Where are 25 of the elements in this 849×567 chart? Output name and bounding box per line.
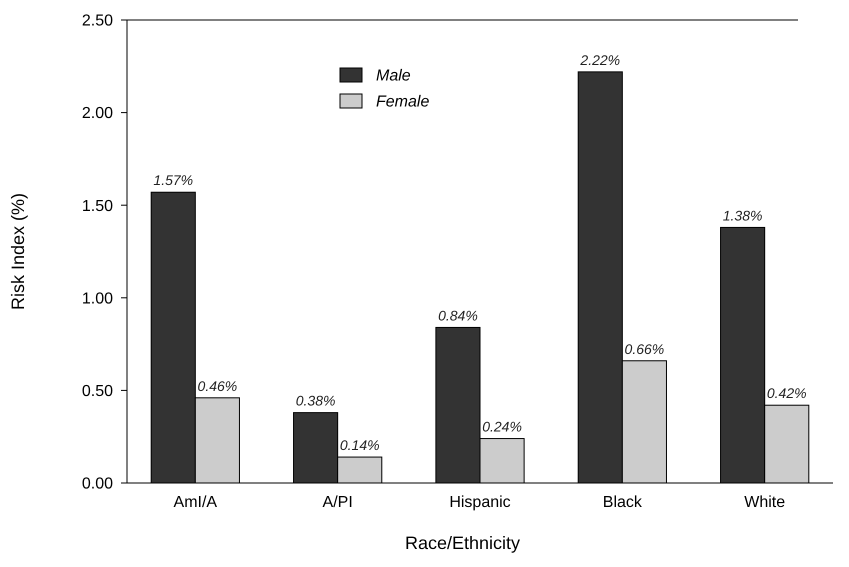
x-tick-label: A/PI — [322, 494, 353, 511]
x-axis-title: Race/Ethnicity — [404, 533, 520, 553]
data-label: 0.38% — [296, 392, 336, 409]
data-label: 0.42% — [766, 385, 807, 402]
x-tick-label: Black — [602, 494, 643, 511]
y-tick-label: 2.00 — [82, 105, 114, 122]
data-label: 0.84% — [438, 307, 478, 324]
y-tick-label: 1.00 — [82, 290, 114, 308]
y-tick-label: 2.50 — [82, 12, 114, 30]
x-tick-label: Hispanic — [449, 494, 511, 511]
x-tick-label: AmI/A — [174, 494, 218, 511]
y-tick-label: 1.50 — [82, 198, 114, 215]
data-label: 1.38% — [722, 207, 762, 224]
legend-label: Male — [376, 68, 411, 85]
y-tick-label: 0.50 — [82, 383, 114, 400]
y-tick-label: 0.00 — [82, 476, 114, 493]
legend-label: Female — [376, 94, 430, 111]
data-label: 0.24% — [482, 418, 522, 435]
data-label: 0.66% — [624, 340, 664, 357]
data-label: 1.57% — [153, 172, 194, 188]
x-tick-label: White — [744, 494, 786, 511]
data-label: 0.46% — [198, 378, 238, 394]
data-label: 2.22% — [579, 52, 620, 68]
data-label: 0.14% — [340, 437, 380, 454]
y-axis-title: Risk Index (%) — [8, 192, 28, 310]
